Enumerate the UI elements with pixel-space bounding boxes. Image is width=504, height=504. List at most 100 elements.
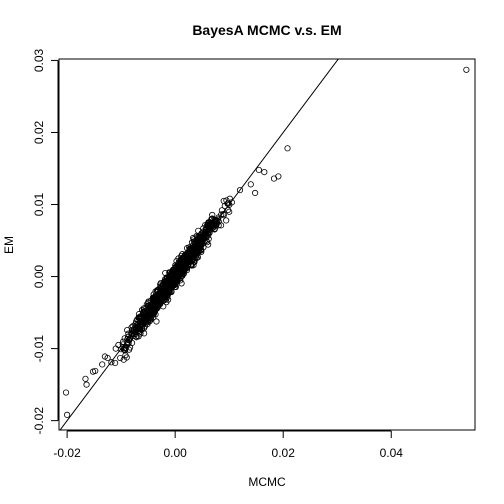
data-point	[117, 354, 124, 362]
data-point	[99, 361, 106, 368]
data-point	[202, 228, 209, 235]
data-point	[83, 381, 90, 388]
data-point	[200, 234, 207, 241]
data-point	[174, 272, 181, 279]
data-point	[179, 267, 186, 274]
data-point	[194, 245, 201, 252]
data-point	[218, 207, 226, 214]
data-point	[143, 314, 150, 321]
data-point	[111, 359, 119, 367]
y-tick-label: -0.01	[32, 335, 46, 363]
y-tick-label: -0.02	[32, 407, 46, 435]
data-point	[140, 305, 147, 312]
data-point	[206, 229, 213, 236]
data-point	[255, 166, 262, 174]
data-point	[132, 323, 139, 330]
data-point	[209, 223, 216, 230]
data-point	[121, 347, 129, 354]
data-point	[261, 169, 268, 176]
data-point	[120, 346, 127, 353]
data-point	[165, 287, 172, 294]
data-point	[223, 217, 230, 224]
data-point	[226, 208, 233, 215]
data-point	[133, 324, 140, 331]
data-point	[170, 274, 178, 281]
data-point	[180, 266, 187, 273]
data-point	[157, 300, 164, 308]
data-point	[124, 341, 131, 348]
data-point	[108, 359, 115, 366]
y-tick-label: 0.00	[32, 265, 46, 289]
data-point	[217, 222, 225, 229]
data-point	[89, 368, 97, 375]
data-point	[122, 352, 129, 359]
data-point	[236, 187, 244, 194]
x-axis: -0.02 0.00 0.02 0.04	[53, 430, 404, 460]
x-tick-label: 0.02	[272, 446, 296, 460]
data-point	[170, 281, 177, 288]
data-point	[64, 411, 71, 418]
data-point	[169, 269, 176, 277]
data-point	[183, 251, 190, 258]
y-tick-label: 0.03	[32, 48, 46, 72]
data-point	[141, 330, 148, 337]
data-point	[175, 271, 182, 278]
plot-frame	[58, 58, 476, 431]
data-point	[155, 296, 162, 303]
data-point	[161, 291, 169, 299]
data-point	[156, 285, 163, 292]
data-point	[135, 333, 142, 340]
y-axis: -0.02 -0.01 0.00 0.01 0.02 0.03	[32, 48, 59, 435]
data-point	[128, 327, 135, 334]
data-point	[140, 309, 147, 316]
data-point	[62, 389, 70, 396]
x-axis-label: MCMC	[248, 475, 286, 489]
data-point	[191, 246, 198, 253]
data-point	[247, 181, 254, 188]
y-tick-label: 0.02	[32, 120, 46, 144]
data-point	[125, 340, 132, 347]
data-point	[463, 66, 470, 73]
data-point	[147, 297, 154, 304]
data-point	[115, 341, 122, 349]
data-point	[132, 333, 140, 340]
data-point	[168, 288, 175, 296]
data-point	[112, 345, 119, 352]
data-point	[154, 288, 161, 295]
data-point	[252, 189, 259, 197]
chart-title: BayesA MCMC v.s. EM	[192, 22, 341, 38]
data-point	[152, 307, 159, 315]
data-point	[284, 145, 291, 152]
y-axis-label: EM	[2, 236, 16, 254]
data-point	[194, 233, 201, 240]
data-point	[182, 259, 189, 266]
data-point	[223, 197, 230, 204]
data-point	[228, 199, 235, 206]
data-point	[82, 375, 89, 382]
x-tick-label: 0.04	[380, 446, 404, 460]
data-point	[188, 262, 195, 269]
data-point	[209, 211, 216, 219]
x-tick-label: 0.00	[163, 446, 187, 460]
data-point	[270, 175, 278, 182]
data-point	[161, 289, 168, 296]
data-point	[178, 280, 185, 287]
reference-line	[59, 59, 339, 430]
data-point	[220, 197, 227, 205]
x-tick-label: -0.02	[53, 446, 81, 460]
data-point	[199, 236, 206, 243]
data-point	[210, 219, 217, 226]
identity-reference-line	[59, 59, 339, 430]
data-point	[160, 282, 167, 289]
data-point	[162, 280, 169, 287]
data-points	[62, 66, 470, 418]
data-point	[153, 318, 160, 325]
data-point	[153, 297, 160, 304]
data-point	[176, 267, 183, 274]
data-point	[104, 354, 111, 362]
data-point	[215, 214, 222, 221]
data-point	[200, 244, 207, 251]
data-point	[206, 223, 213, 230]
y-tick-label: 0.01	[32, 193, 46, 217]
